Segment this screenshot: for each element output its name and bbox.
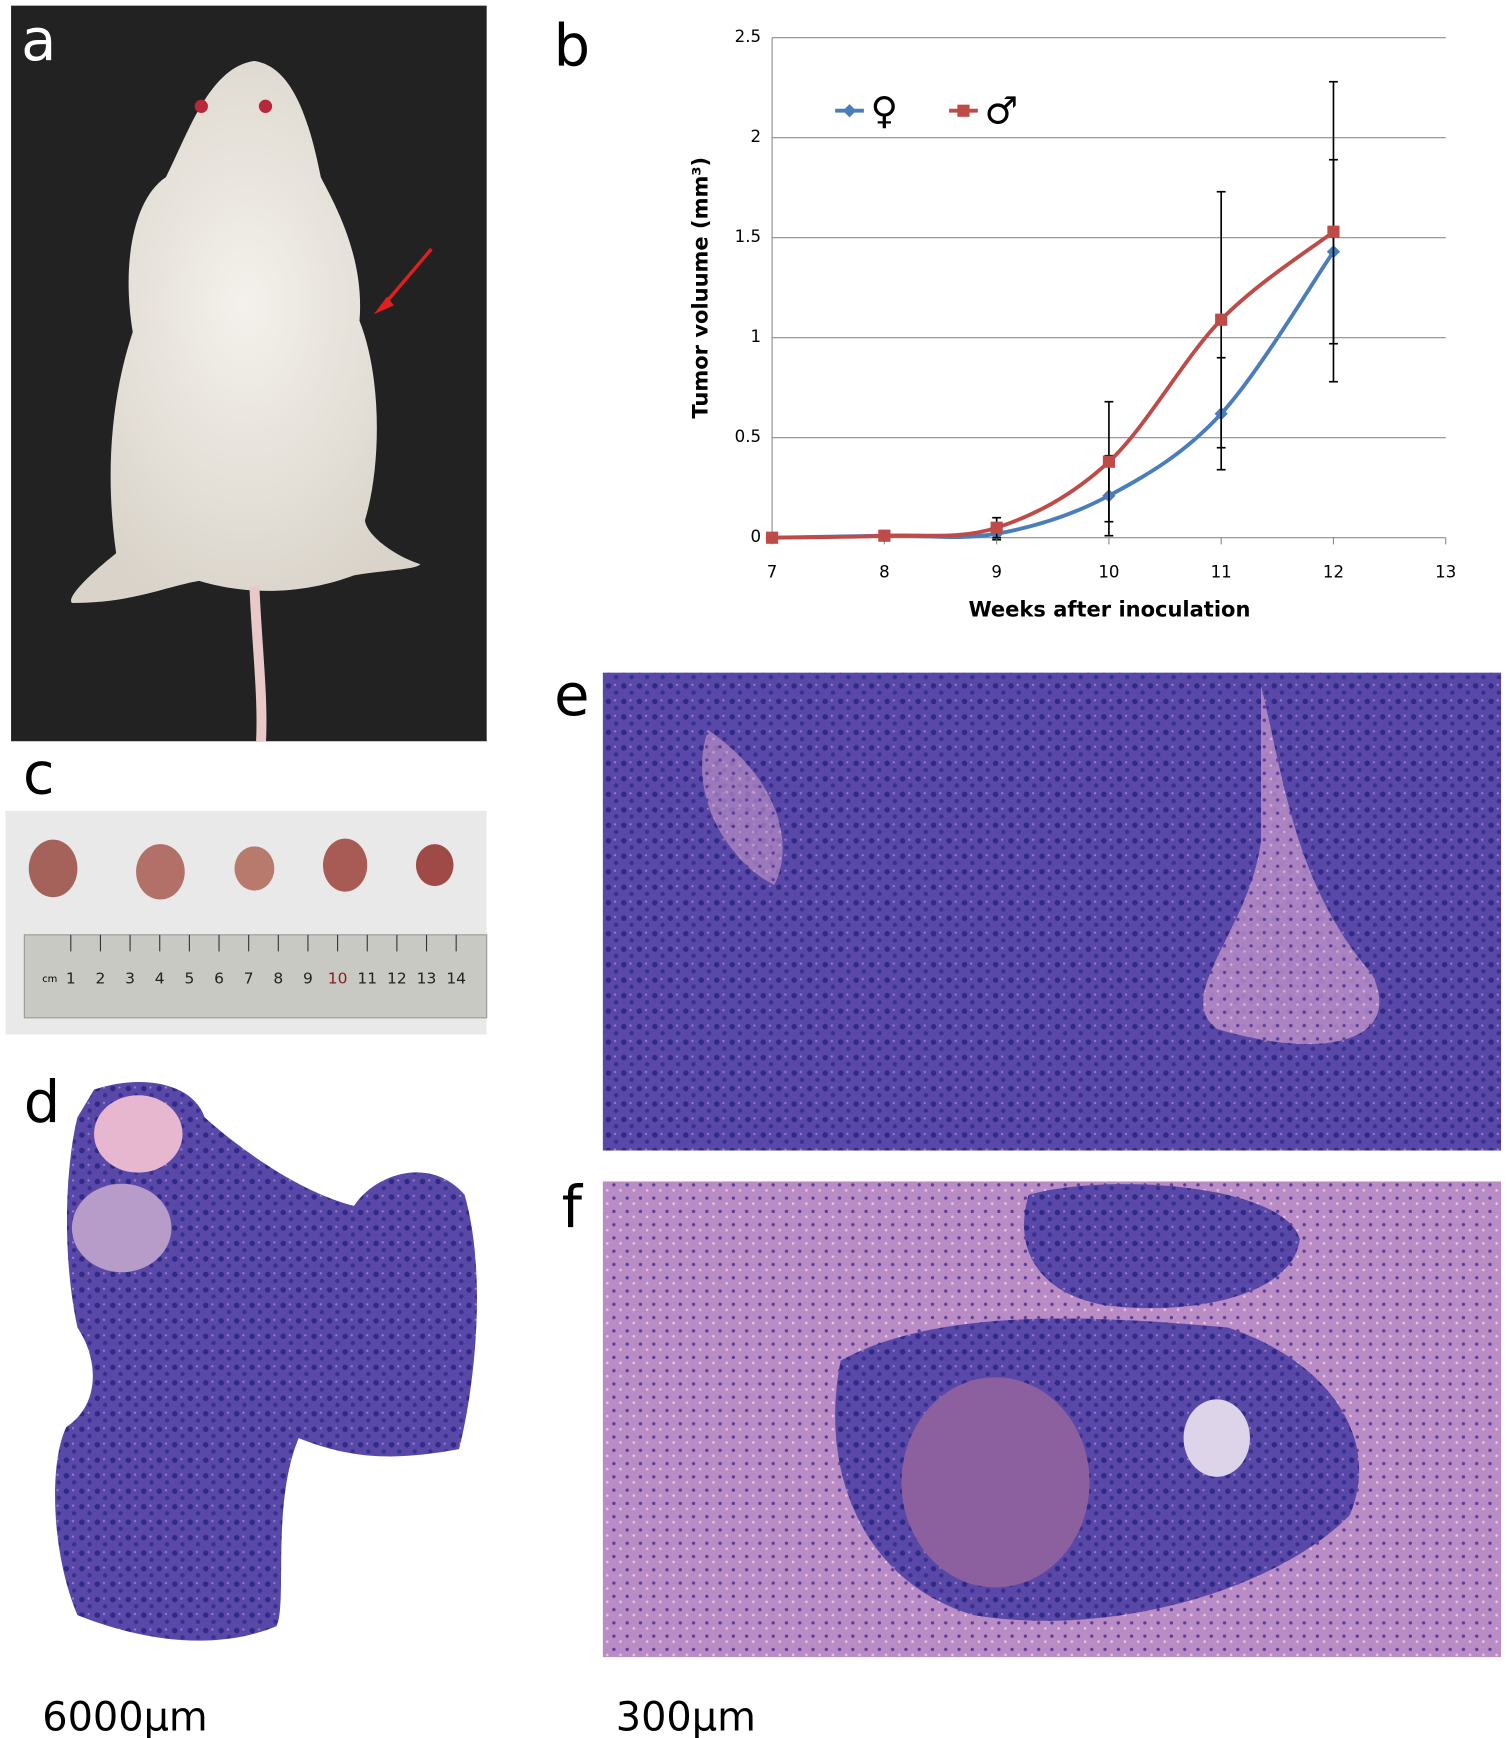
marker [990, 521, 1003, 534]
marker [1102, 455, 1115, 468]
y-tick-label: 1.5 [735, 227, 761, 246]
x-axis-label: Weeks after inoculation [969, 597, 1251, 622]
photo-histology-f [602, 1181, 1502, 1658]
ruler-label: 13 [417, 970, 437, 988]
y-tick-label: 1 [750, 327, 761, 346]
legend-label: ♀ [871, 88, 899, 132]
ruler-label: 3 [125, 970, 135, 988]
panel-label: e [554, 662, 589, 729]
y-tick-label: 0 [750, 527, 761, 546]
legend-label: ♂ [984, 88, 1018, 132]
marker [878, 529, 891, 542]
panel-label: c [23, 740, 55, 807]
ruler-label: 2 [96, 970, 106, 988]
panel-label: f [562, 1174, 584, 1241]
marker [1327, 225, 1340, 238]
scale-label: 6000μm [42, 1695, 207, 1738]
x-tick-label: 12 [1323, 563, 1344, 582]
y-axis-label: Tumor voluume (mm³) [687, 157, 712, 419]
ruler-label: 5 [184, 970, 194, 988]
x-tick-label: 7 [767, 563, 778, 582]
chart: Weeks after inoculation Tumor voluume (m… [687, 27, 1456, 621]
ruler-label: 7 [244, 970, 254, 988]
x-tick-label: 8 [879, 563, 890, 582]
panel-label: b [554, 13, 591, 80]
panel-label: a [21, 7, 56, 74]
y-tick-label: 2.5 [735, 27, 761, 46]
y-tick-label: 0.5 [735, 427, 761, 446]
ruler-label: 12 [387, 970, 407, 988]
marker [766, 531, 779, 544]
x-tick-label: 13 [1435, 563, 1456, 582]
y-tick-label: 2 [750, 127, 761, 146]
photo-mouse [11, 5, 487, 742]
ruler-unit: cm [42, 974, 57, 985]
x-tick-label: 11 [1211, 563, 1232, 582]
marker [957, 104, 970, 117]
ruler-label: 11 [357, 970, 377, 988]
x-tick-label: 9 [991, 563, 1002, 582]
series-line [772, 230, 1335, 540]
ruler-label: 9 [303, 970, 313, 988]
photo-section-whole [55, 1082, 477, 1641]
ruler-label: 6 [214, 970, 224, 988]
marker [842, 104, 857, 118]
ruler-label: 10 [328, 970, 348, 988]
photo-tumors: cm 1 2 3 4 5 6 7 8 9 10 11 12 13 14 [5, 810, 488, 1035]
ruler-label: 4 [155, 970, 165, 988]
panel-label: d [24, 1069, 61, 1136]
scale-label: 300μm [616, 1695, 756, 1738]
marker [1215, 313, 1228, 326]
x-tick-label: 10 [1098, 563, 1119, 582]
ruler-label: 1 [66, 970, 76, 988]
photo-histology-e [602, 672, 1502, 1151]
ruler-label: 14 [446, 970, 466, 988]
ruler-label: 8 [273, 970, 283, 988]
